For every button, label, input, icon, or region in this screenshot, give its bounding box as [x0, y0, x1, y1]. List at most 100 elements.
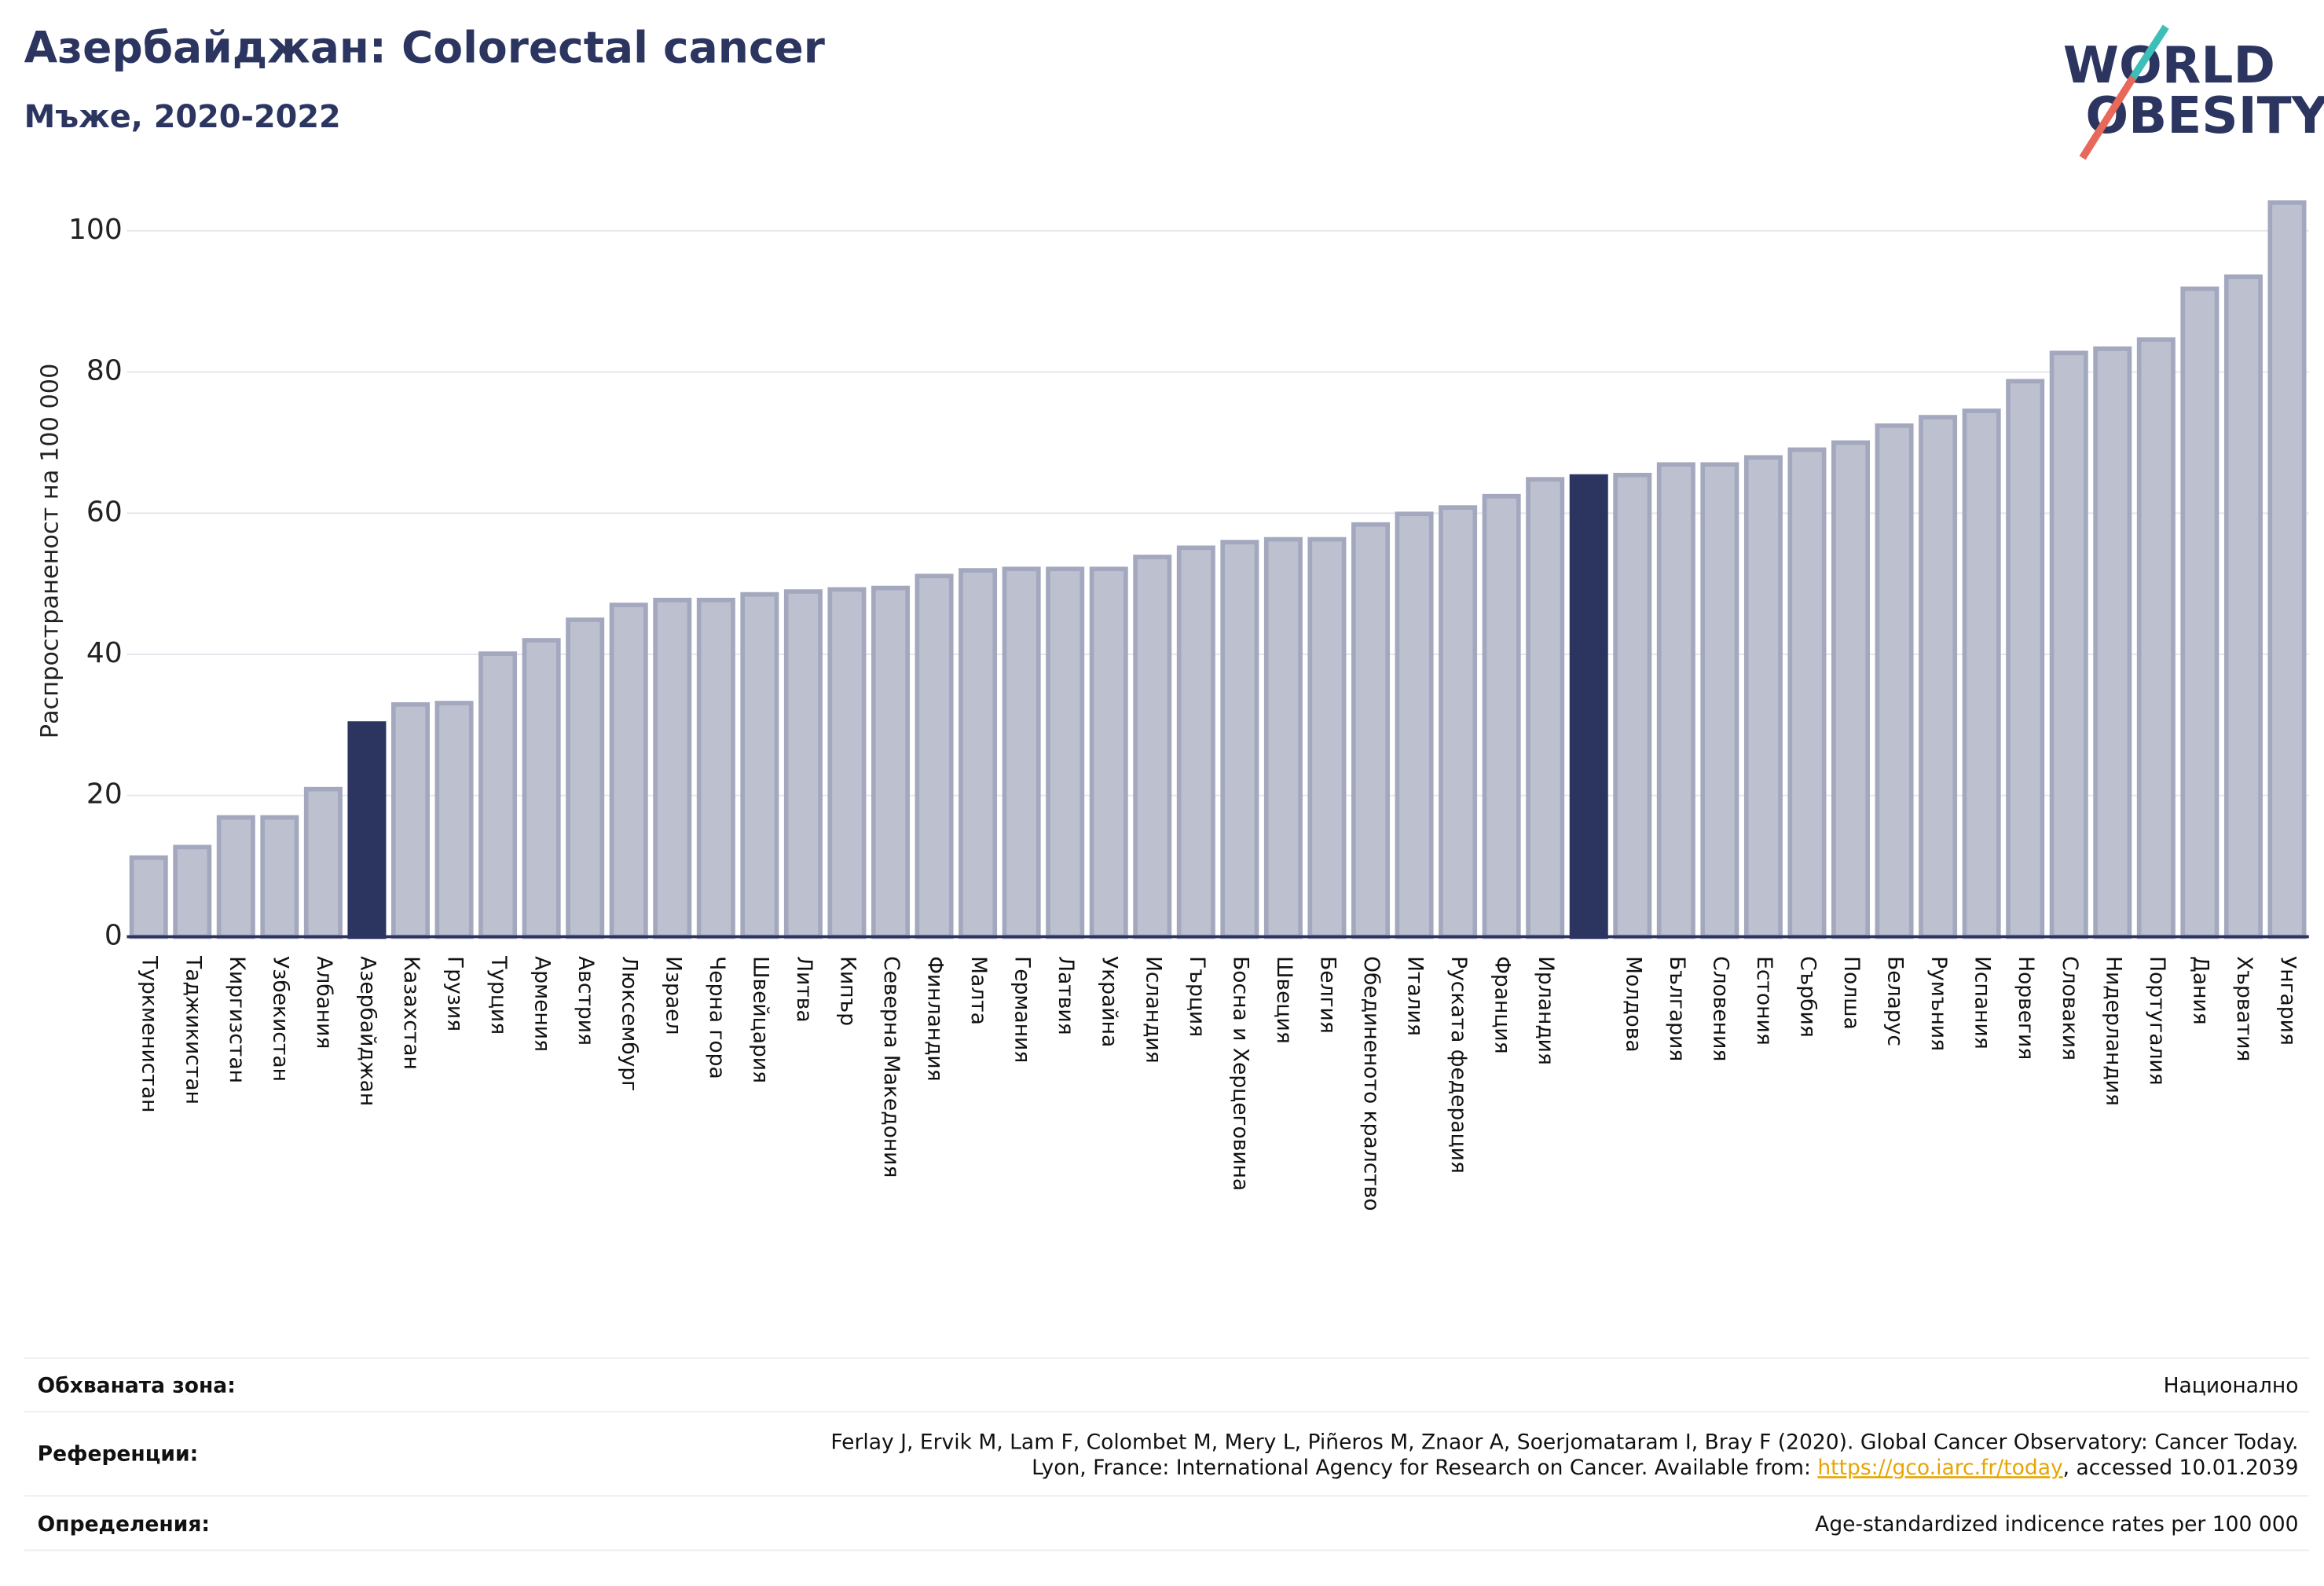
y-tick-label: 100 [68, 214, 123, 246]
bar [1220, 540, 1259, 940]
x-tick-label: Сърбия [1795, 956, 1820, 1038]
bar [1482, 493, 1521, 940]
x-tick-label: Унгария [2275, 956, 2300, 1046]
bar [1962, 408, 2001, 940]
x-tick-label: Румъния [1926, 956, 1951, 1051]
bar [216, 815, 255, 940]
footer-text: Lyon, France: International Agency for R… [1032, 1456, 2298, 1480]
y-tick-label: 80 [86, 355, 123, 387]
bar [1656, 462, 1695, 940]
x-tick-label: Украйна [1098, 956, 1122, 1047]
x-tick-label: Малта [966, 956, 991, 1025]
bar [1700, 462, 1739, 940]
bar [2093, 346, 2132, 940]
x-tick-label: Дания [2188, 956, 2212, 1025]
x-tick-label: Нидерландия [2101, 956, 2125, 1106]
x-tick-label: Латвия [1054, 956, 1078, 1035]
logo-text: WORLD [2063, 36, 2275, 95]
y-axis-label: Распространеност на 100 000 [36, 364, 64, 739]
bar [1176, 545, 1215, 940]
x-tick-label: Литва [792, 956, 816, 1023]
footer-text: , accessed 10.01.2039 [2063, 1456, 2299, 1480]
chart-title: Азербайджан: Colorectal cancer [24, 23, 825, 73]
bar [1263, 537, 1303, 940]
footer-label: Референции: [38, 1442, 199, 1467]
bar [478, 651, 518, 940]
x-tick-label: Финландия [923, 956, 948, 1082]
bar [871, 585, 911, 940]
x-tick-label: Туркменистан [137, 955, 162, 1112]
logo-slash [2079, 75, 2137, 160]
x-tick-label: Кипър [835, 956, 860, 1026]
x-tick-label: Германия [1010, 956, 1035, 1063]
x-tick-label: Армения [530, 956, 555, 1052]
y-tick-label: 60 [86, 496, 123, 528]
x-tick-label: Таджикистан [181, 955, 205, 1104]
x-tick-label: Испания [1970, 956, 1995, 1049]
bar [2006, 379, 2045, 940]
bar [1743, 455, 1783, 940]
bar [1919, 415, 1958, 940]
bar [1133, 555, 1172, 940]
bar [1569, 474, 1608, 940]
bar [1439, 505, 1478, 940]
x-tick-label: Грузия [443, 956, 467, 1031]
bar [1613, 472, 1652, 940]
x-tick-label: Хърватия [2232, 956, 2256, 1061]
y-tick-label: 20 [86, 778, 123, 811]
x-tick-label: Азербайджан [355, 956, 379, 1106]
bar [347, 721, 387, 940]
x-tick-label: Черна гора [705, 956, 729, 1079]
x-tick-label: Франция [1490, 956, 1515, 1054]
x-tick-label: Исландия [1141, 956, 1165, 1064]
footer-label: Обхваната зона: [38, 1373, 236, 1397]
x-tick-label: България [1665, 956, 1689, 1061]
bar [1787, 447, 1827, 940]
bar [1875, 423, 1914, 940]
x-tick-label: Северна Македония [879, 956, 904, 1178]
x-tick-label: Португалия [2145, 956, 2169, 1086]
x-tick-label: Беларус [1883, 956, 1908, 1046]
x-tick-label: Молдова [1621, 956, 1645, 1053]
bar [1831, 440, 1871, 940]
bar [522, 638, 561, 940]
footer: Обхваната зона: Национално Референции: Ferl… [24, 1357, 2309, 1551]
bar [1002, 566, 1041, 940]
bar [1046, 566, 1085, 940]
bar [1395, 511, 1434, 940]
bar [1089, 566, 1128, 940]
bar [696, 597, 735, 940]
bar [2049, 350, 2088, 940]
bar [2267, 200, 2307, 940]
link[interactable]: https://gco.iarc.fr/today [1817, 1456, 2062, 1480]
x-tick-label: Албания [312, 956, 336, 1049]
x-tick-label: Естония [1752, 956, 1776, 1046]
x-tick-label: Узбекистан [268, 956, 292, 1082]
bar [783, 589, 823, 940]
x-tick-label: Обединеното кралство [1359, 956, 1384, 1211]
bar [260, 815, 299, 940]
x-tick-label: Австрия [574, 956, 598, 1046]
x-tick-label: Ирландия [1534, 956, 1558, 1065]
x-tick-label: Босна и Херцеговина [1228, 956, 1252, 1191]
x-tick-label: Словения [1708, 956, 1732, 1061]
footer-text: Lyon, France: International Agency for R… [1032, 1456, 1817, 1480]
x-tick-label: Израел [661, 956, 685, 1035]
logo-slash [2130, 24, 2169, 80]
bar [2180, 286, 2220, 940]
x-tick-label: Швейцария [748, 956, 772, 1083]
bar [740, 592, 779, 940]
y-tick-label: 0 [104, 919, 123, 951]
bar [827, 587, 867, 940]
bar [1307, 537, 1347, 940]
bar [915, 573, 954, 940]
bar [390, 701, 430, 940]
bar [2223, 274, 2263, 940]
x-tick-label: Руската федерация [1446, 956, 1471, 1174]
bar [1351, 522, 1391, 940]
x-tick-label: Словакия [2058, 956, 2082, 1060]
x-tick-label: Италия [1403, 956, 1428, 1036]
bar [434, 701, 474, 940]
x-tick-label: Белгия [1315, 956, 1340, 1034]
